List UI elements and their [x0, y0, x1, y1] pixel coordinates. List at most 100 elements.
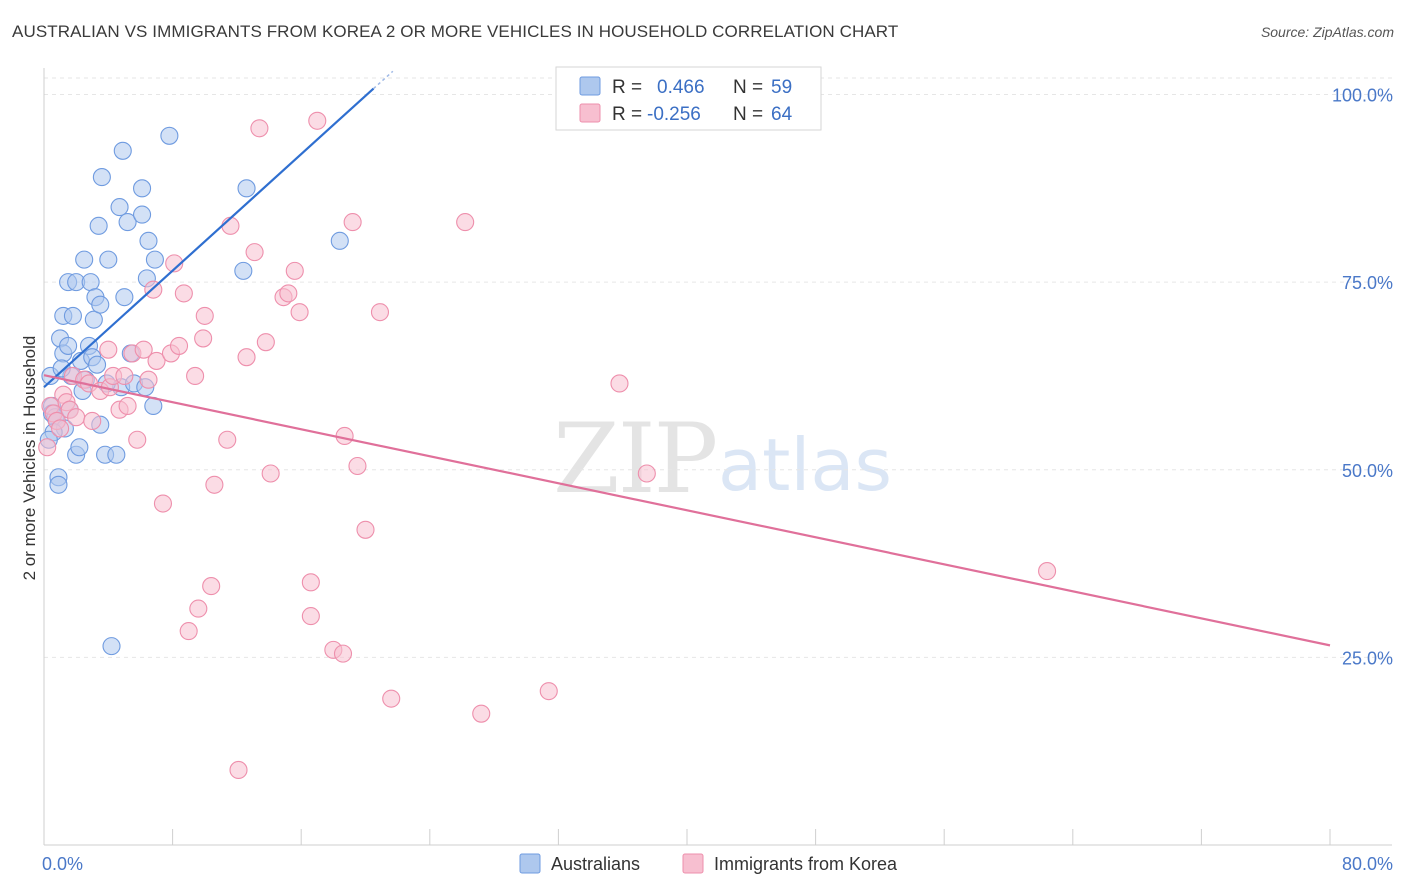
legend-swatch-korea: [579, 103, 601, 123]
australians-point-27: [89, 216, 108, 235]
australians-point-26: [87, 355, 107, 374]
korea-point-63: [1038, 562, 1057, 581]
korea-point-32: [186, 366, 205, 385]
gridlines: [44, 77, 1392, 658]
legend-swatch-australians: [579, 76, 601, 96]
korea-point-4: [51, 419, 70, 438]
korea-point-39: [221, 216, 240, 235]
korea-trend-line: [43, 374, 1331, 647]
australians-point-19: [75, 250, 94, 269]
australians-point-38: [118, 213, 137, 232]
x-tick-label-0: 0.0%: [42, 854, 83, 874]
x-tick-label-1: 80.0%: [1342, 854, 1393, 874]
australians-point-34: [110, 198, 129, 217]
korea-point-45: [261, 464, 280, 483]
y-tick-label-2: 50.0%: [1342, 461, 1393, 481]
chart-title: AUSTRALIAN VS IMMIGRANTS FROM KOREA 2 OR…: [12, 22, 899, 41]
korea-point-33: [189, 599, 208, 618]
legend-r-label-1: R =: [612, 77, 642, 98]
korea-point-0: [38, 438, 57, 457]
australians-point-50: [237, 179, 256, 198]
korea-point-25: [147, 351, 166, 370]
australians-point-12: [59, 336, 78, 355]
korea-point-42: [245, 243, 264, 262]
australians-point-45: [139, 231, 158, 250]
korea-point-61: [472, 704, 491, 723]
korea-point-53: [333, 644, 353, 663]
australians-point-33: [107, 445, 126, 464]
korea-point-18: [115, 366, 134, 385]
korea-point-12: [83, 411, 102, 431]
australians-point-17: [70, 438, 89, 457]
korea-point-44: [256, 333, 275, 352]
australians-point-42: [133, 179, 152, 198]
legend-n-value-1: 59: [771, 77, 792, 98]
korea-point-65: [637, 464, 656, 483]
korea-point-60: [456, 213, 475, 232]
korea-point-57: [356, 520, 375, 539]
australians-point-24: [84, 310, 103, 329]
axes: 100.0% 75.0% 50.0% 25.0% 0.0% 80.0%: [42, 68, 1393, 874]
stats-legend: R = 0.466 N = 59 R = -0.256 N = 64: [555, 66, 822, 131]
australians-point-37: [115, 288, 134, 307]
bottom-legend-australians: Australians: [551, 854, 640, 874]
korea-point-43: [250, 119, 269, 138]
australians-point-6: [49, 475, 68, 494]
korea-point-41: [237, 348, 256, 367]
korea-point-62: [539, 682, 558, 701]
korea-point-26: [153, 494, 173, 513]
series-legend: Australians Immigrants from Korea: [519, 853, 898, 874]
korea-point-38: [218, 430, 237, 449]
trend-lines: [43, 70, 1331, 647]
korea-point-21: [128, 430, 147, 449]
bottom-legend-swatch-korea: [682, 853, 704, 874]
australians-point-14: [63, 306, 82, 325]
legend-r-label-2: R =: [612, 104, 642, 125]
korea-point-14: [99, 340, 118, 359]
korea-point-36: [202, 577, 221, 596]
korea-point-22: [134, 340, 153, 359]
y-tick-label-1: 75.0%: [1342, 273, 1393, 293]
korea-point-31: [179, 622, 198, 641]
korea-point-66: [279, 284, 298, 303]
korea-point-30: [174, 284, 193, 303]
australians-point-48: [160, 126, 179, 145]
australians-point-36: [113, 141, 132, 160]
australians-point-51: [330, 231, 349, 250]
australians-point-30: [92, 168, 111, 187]
bottom-legend-korea: Immigrants from Korea: [714, 854, 898, 874]
watermark-atlas: atlas: [718, 423, 892, 507]
korea-point-29: [169, 336, 189, 355]
legend-r-value-1: 0.466: [657, 77, 705, 98]
australians-point-47: [145, 250, 164, 269]
australians-point-28: [91, 295, 110, 314]
australians-trend-line: [43, 87, 375, 389]
korea-point-64: [610, 374, 629, 393]
legend-n-label-1: N =: [733, 77, 763, 98]
legend-n-label-2: N =: [733, 104, 763, 125]
watermark-zip: ZIP: [553, 403, 716, 515]
korea-point-35: [195, 306, 214, 325]
australians-point-49: [234, 261, 253, 280]
korea-points: [38, 111, 1057, 780]
korea-point-9: [67, 408, 86, 427]
korea-point-59: [382, 689, 401, 708]
australians-trend-extension: [373, 70, 394, 90]
korea-point-40: [229, 760, 248, 780]
source-label: Source: ZipAtlas.com: [1260, 24, 1394, 40]
korea-point-51: [308, 111, 327, 130]
australians-point-32: [99, 250, 118, 269]
korea-point-37: [205, 475, 224, 494]
australians-point-52: [102, 637, 121, 656]
korea-point-58: [370, 303, 390, 322]
bottom-legend-swatch-australians: [519, 853, 541, 874]
y-tick-label-3: 25.0%: [1342, 648, 1393, 668]
korea-point-56: [348, 456, 367, 476]
korea-point-19: [118, 396, 137, 416]
legend-n-value-2: 64: [771, 104, 793, 125]
korea-point-55: [343, 213, 362, 232]
korea-point-47: [285, 261, 304, 280]
legend-r-value-2: -0.256: [647, 104, 701, 125]
korea-point-34: [194, 329, 213, 348]
